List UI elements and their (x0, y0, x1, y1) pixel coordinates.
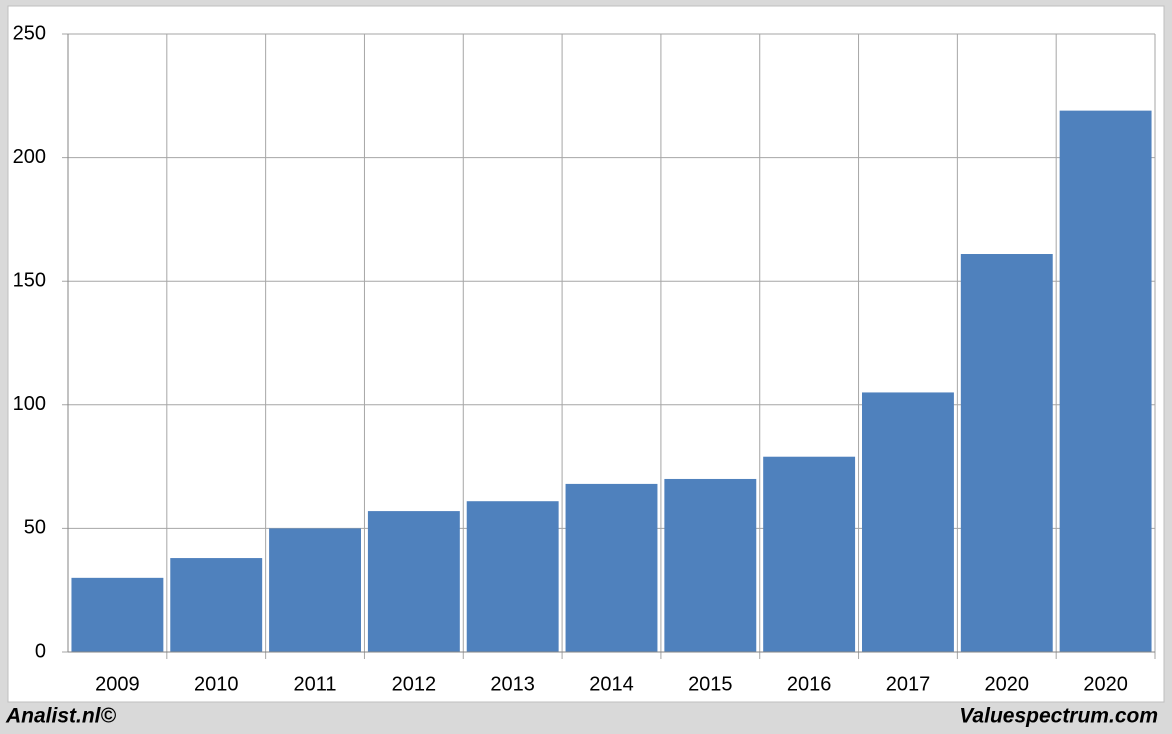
x-tick-label: 2012 (392, 673, 437, 695)
x-tick-label: 2017 (886, 673, 931, 695)
x-tick-label: 2020 (985, 673, 1030, 695)
footer-left: Analist.nl© (5, 705, 117, 728)
bar (565, 483, 658, 652)
x-tick-label: 2016 (787, 673, 832, 695)
x-tick-label: 2010 (194, 673, 239, 695)
x-tick-label: 2011 (294, 673, 337, 695)
y-tick-label: 100 (13, 393, 46, 415)
y-tick-label: 50 (24, 517, 46, 539)
x-tick-label: 2009 (95, 673, 140, 695)
bar (960, 254, 1053, 652)
x-tick-label: 2013 (490, 673, 535, 695)
y-tick-label: 250 (13, 22, 46, 44)
y-tick-label: 200 (13, 146, 46, 168)
y-tick-label: 0 (35, 640, 46, 662)
bar (269, 528, 361, 652)
bar (466, 501, 559, 652)
bar (170, 558, 263, 652)
bar (71, 577, 164, 652)
bar (1059, 110, 1152, 652)
bar (763, 456, 856, 652)
bar (862, 392, 954, 652)
y-tick-label: 150 (13, 269, 46, 291)
x-tick-label: 2020 (1083, 673, 1128, 695)
bar (664, 478, 757, 652)
bar (367, 511, 460, 652)
x-tick-label: 2014 (589, 673, 634, 695)
x-tick-label: 2015 (688, 673, 733, 695)
footer-right: Valuespectrum.com (959, 705, 1158, 728)
